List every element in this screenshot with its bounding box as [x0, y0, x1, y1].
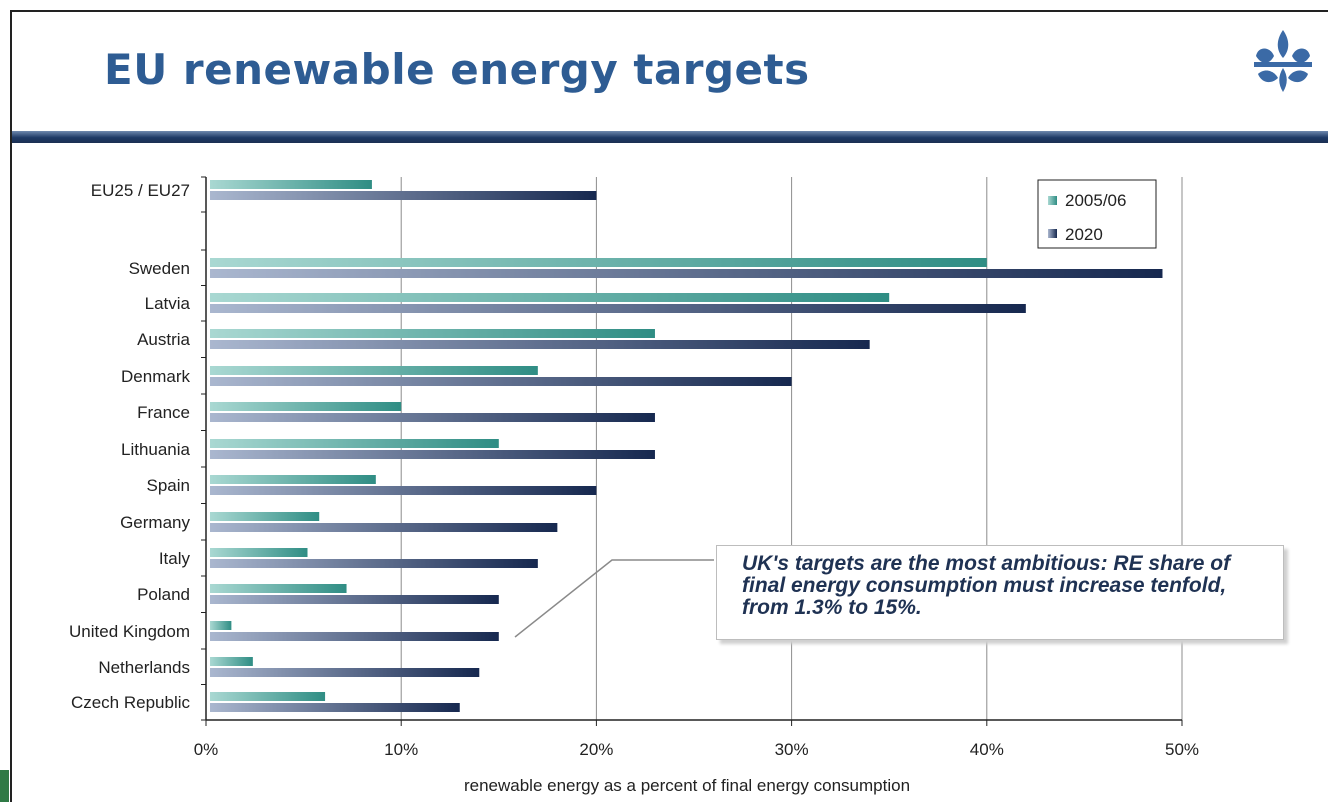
bar-2005-06 [210, 584, 347, 593]
category-label: Sweden [129, 259, 190, 278]
category-label: Spain [147, 476, 190, 495]
axes [201, 176, 1183, 726]
bar-2005-06 [210, 258, 987, 267]
x-tick-label: 40% [970, 740, 1004, 759]
bar-2005-06 [210, 293, 890, 302]
bar-2020 [210, 269, 1163, 278]
bar-2020 [210, 595, 499, 604]
bar-2005-06 [210, 621, 232, 630]
legend-label-2005: 2005/06 [1065, 191, 1126, 210]
bar-2020 [210, 668, 480, 677]
x-tick-label: 50% [1165, 740, 1199, 759]
category-label: Italy [159, 549, 191, 568]
bar-2020 [210, 632, 499, 641]
bar-2020 [210, 340, 870, 349]
corner-accent [0, 770, 9, 802]
x-tick-label: 20% [579, 740, 613, 759]
slide-title: EU renewable energy targets [104, 45, 810, 94]
x-tick-label: 30% [775, 740, 809, 759]
bar-2005-06 [210, 402, 402, 411]
slide-frame [10, 10, 1328, 802]
bar-2020 [210, 523, 558, 532]
category-label: Poland [137, 585, 190, 604]
bar-2020 [210, 703, 460, 712]
bar-2005-06 [210, 548, 308, 557]
bar-2020 [210, 304, 1026, 313]
category-label: Lithuania [121, 440, 191, 459]
bar-2020 [210, 377, 792, 386]
callout-text: UK's targets are the most ambitious: RE … [742, 552, 1231, 619]
bar-2005-06 [210, 692, 326, 701]
category-label: EU25 / EU27 [91, 181, 190, 200]
callout-box: UK's targets are the most ambitious: RE … [716, 545, 1284, 640]
bar-2020 [210, 486, 597, 495]
title-rule [12, 131, 1328, 143]
bar-2005-06 [210, 512, 320, 521]
callout-pointer [514, 559, 714, 638]
legend-swatch-2020 [1048, 229, 1057, 238]
bars [210, 180, 1163, 712]
category-label: Austria [137, 330, 190, 349]
legend-label-2020: 2020 [1065, 225, 1103, 244]
category-label: Latvia [145, 294, 191, 313]
legend-swatch-2005 [1048, 196, 1057, 205]
legend: 2005/06 2020 [1037, 179, 1157, 249]
bar-2020 [210, 450, 655, 459]
category-label: Germany [120, 513, 190, 532]
bar-2005-06 [210, 366, 538, 375]
bar-2005-06 [210, 657, 253, 666]
bar-2020 [210, 559, 538, 568]
category-label: Czech Republic [71, 693, 191, 712]
category-label: Denmark [121, 367, 190, 386]
bar-2005-06 [210, 439, 499, 448]
x-tick-label: 0% [194, 740, 219, 759]
bar-2020 [210, 191, 597, 200]
x-tick-label: 10% [384, 740, 418, 759]
bar-2005-06 [210, 180, 372, 189]
category-labels: EU25 / EU27 Sweden Latvia Austria Denmark Fra… [69, 181, 191, 712]
bar-2020 [210, 413, 655, 422]
category-label: United Kingdom [69, 622, 190, 641]
category-label: Netherlands [98, 658, 190, 677]
fleur-de-lis-logo-icon [1248, 26, 1318, 96]
bar-2005-06 [210, 329, 655, 338]
x-axis-title: renewable energy as a percent of final e… [464, 776, 910, 795]
category-label: France [137, 403, 190, 422]
bar-2005-06 [210, 475, 376, 484]
tick-labels: 0% 10% 20% 30% 40% 50% [194, 740, 1199, 759]
